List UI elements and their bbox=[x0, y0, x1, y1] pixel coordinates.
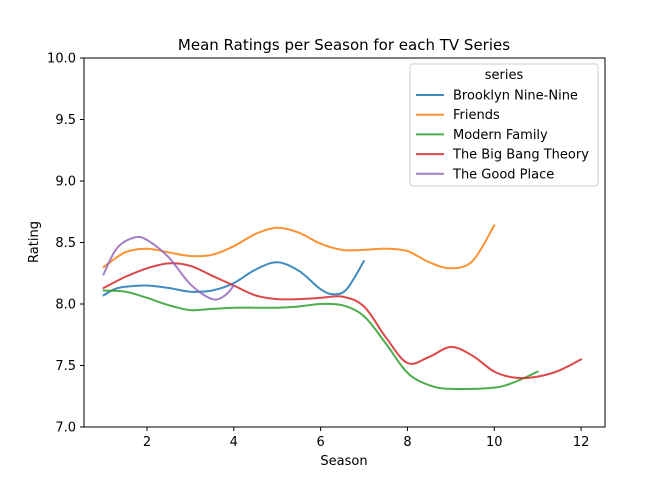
x-axis-label: Season bbox=[320, 454, 367, 469]
x-tick-label: 8 bbox=[403, 435, 411, 450]
legend-entry: The Big Bang Theory bbox=[452, 148, 589, 163]
y-tick-label: 8.0 bbox=[55, 298, 76, 313]
y-tick-label: 7.0 bbox=[55, 421, 76, 436]
series-line-2 bbox=[102, 289, 539, 391]
x-tick-label: 6 bbox=[316, 435, 324, 450]
legend-box bbox=[409, 63, 599, 187]
y-tick-label: 10.0 bbox=[47, 52, 76, 67]
y-tick-label: 8.5 bbox=[55, 236, 76, 251]
legend-title: series bbox=[485, 68, 524, 83]
series-line-1 bbox=[102, 224, 496, 270]
y-tick-label: 7.5 bbox=[55, 359, 76, 374]
legend-entry: Friends bbox=[453, 108, 500, 123]
chart-title: Mean Ratings per Season for each TV Seri… bbox=[178, 36, 510, 54]
x-tick-label: 12 bbox=[573, 435, 590, 450]
legend: series Brooklyn Nine-Nine Friends Modern Fa… bbox=[409, 63, 599, 187]
y-tick-label: 9.0 bbox=[55, 175, 76, 190]
plot-lines bbox=[102, 224, 583, 391]
series-line-3 bbox=[102, 262, 583, 380]
x-tick-label: 4 bbox=[230, 435, 238, 450]
y-axis-label: Rating bbox=[27, 221, 42, 263]
series-line-4 bbox=[102, 235, 235, 301]
x-tick-label: 10 bbox=[486, 435, 503, 450]
x-tick-label: 2 bbox=[143, 435, 151, 450]
legend-entry: The Good Place bbox=[452, 167, 554, 182]
legend-entry: Brooklyn Nine-Nine bbox=[453, 89, 578, 104]
x-axis: 2 4 6 8 10 12 bbox=[143, 427, 590, 450]
series-line-0 bbox=[102, 260, 365, 297]
legend-entry: Modern Family bbox=[453, 128, 548, 143]
y-tick-label: 9.5 bbox=[55, 113, 76, 128]
y-axis: 7.0 7.5 8.0 8.5 9.0 9.5 10.0 bbox=[47, 52, 84, 436]
